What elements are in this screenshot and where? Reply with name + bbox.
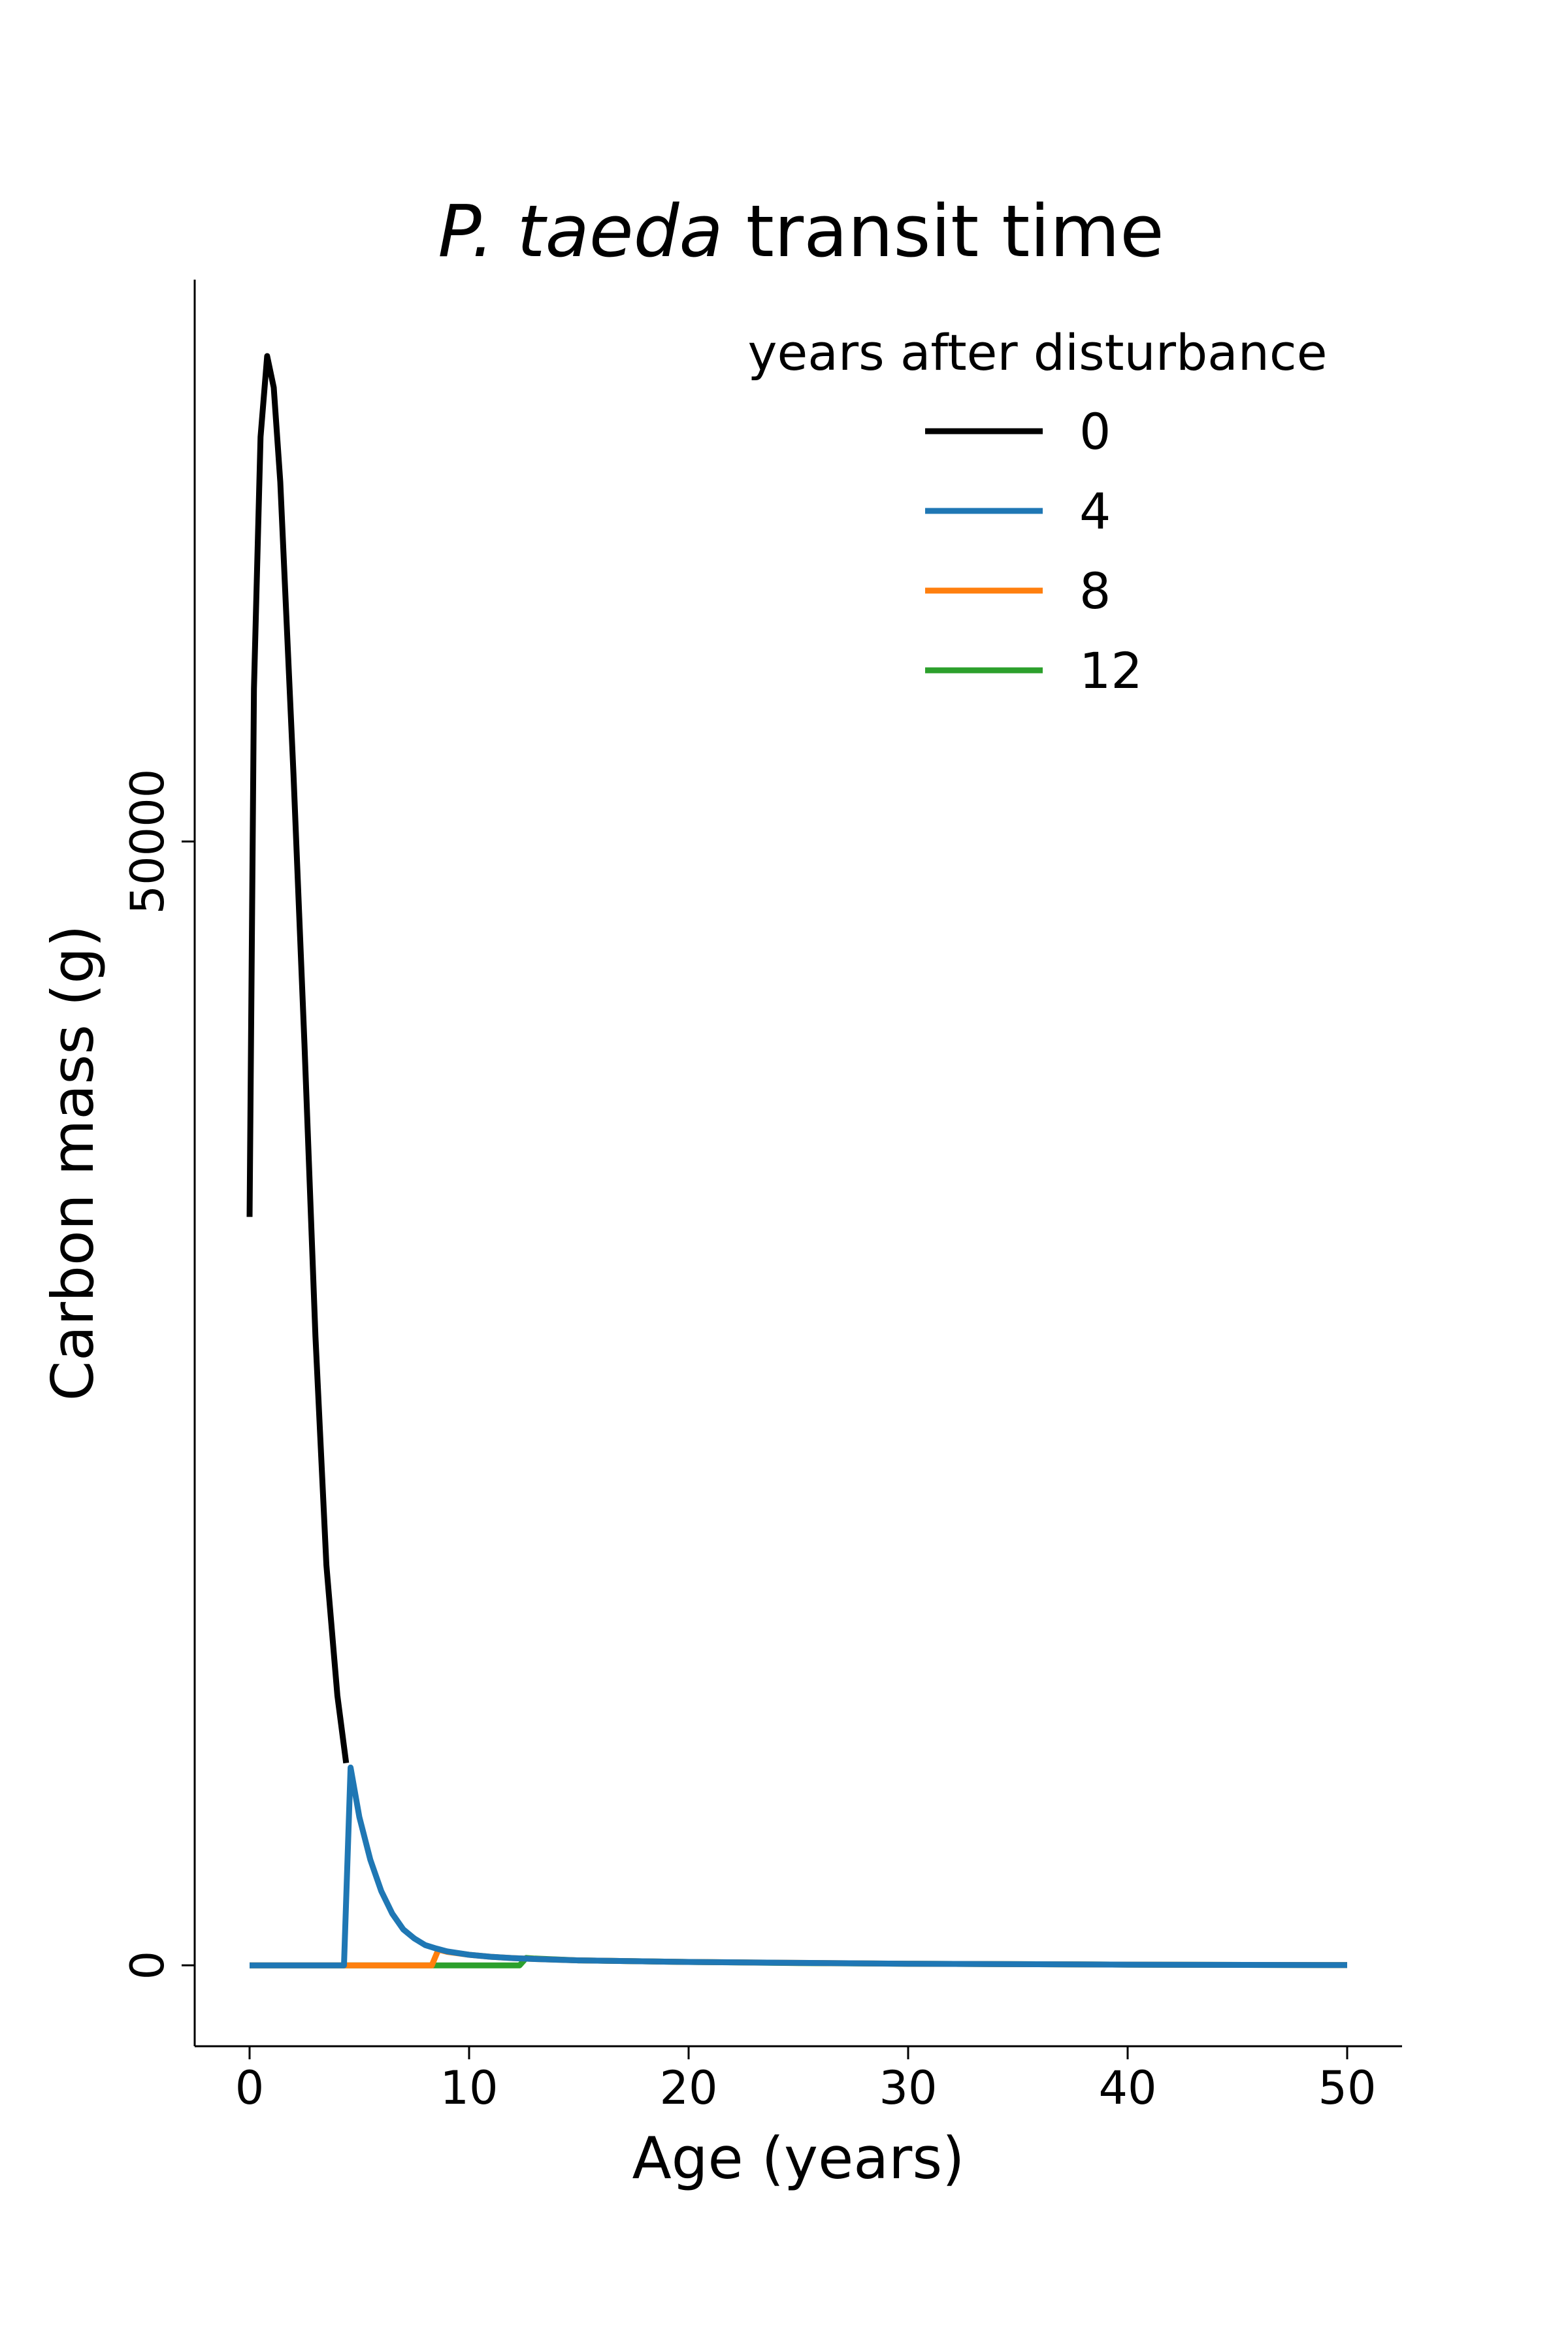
x-tick-label: 40 — [1098, 2061, 1156, 2115]
legend: years after disturbance 0 4 8 12 — [748, 323, 1328, 700]
legend-label-8: 8 — [1079, 562, 1111, 620]
x-ticks: 0 10 20 30 40 50 — [235, 2046, 1377, 2115]
y-tick-label: 50000 — [121, 769, 174, 915]
x-axis-label: Age (years) — [632, 2125, 964, 2192]
x-tick-label: 20 — [659, 2061, 717, 2115]
x-tick-label: 10 — [440, 2061, 498, 2115]
series-line-4 — [250, 1764, 1348, 1968]
legend-entries: 0 4 8 12 — [925, 402, 1143, 700]
y-ticks: 0 50000 — [121, 769, 195, 1980]
y-axis-label: Carbon mass (g) — [39, 925, 106, 1401]
y-tick-label: 0 — [121, 1951, 174, 1980]
legend-label-4: 4 — [1079, 482, 1111, 540]
legend-title: years after disturbance — [748, 323, 1328, 382]
series-line-0 — [246, 353, 350, 1764]
x-tick-label: 30 — [879, 2061, 937, 2115]
legend-label-0: 0 — [1079, 402, 1111, 461]
x-tick-label: 0 — [235, 2061, 265, 2115]
x-tick-label: 50 — [1318, 2061, 1376, 2115]
legend-label-12: 12 — [1079, 642, 1143, 700]
series-group — [246, 353, 1348, 1968]
chart-title: P. taeda transit time — [438, 189, 1164, 273]
